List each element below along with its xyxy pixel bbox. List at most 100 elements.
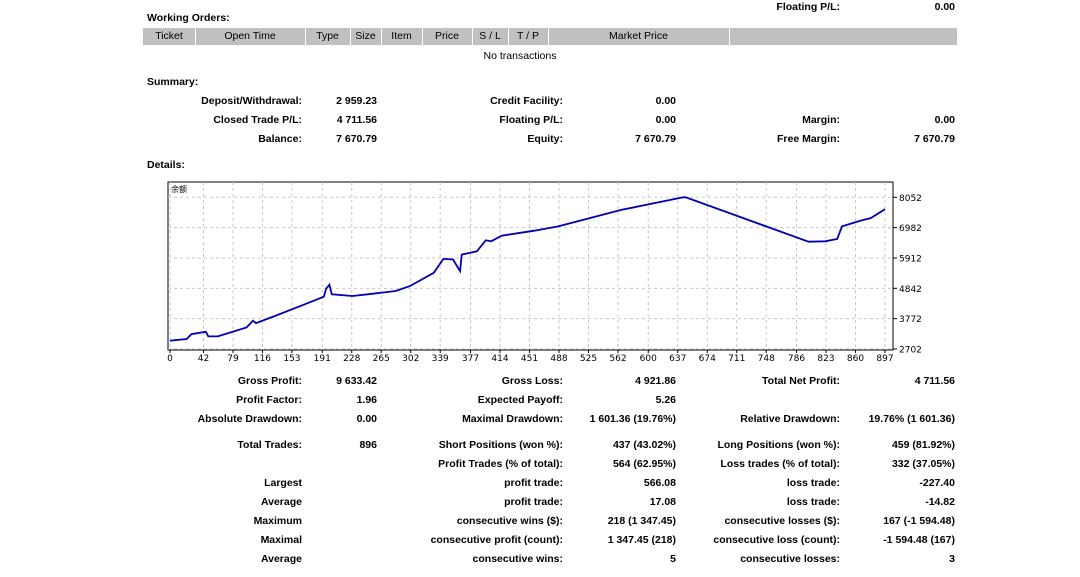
y-tick-label: 8052 <box>899 194 922 204</box>
details-label: Average <box>260 496 302 508</box>
summary-value: 4 711.56 <box>336 114 377 126</box>
x-tick-label: 191 <box>314 354 331 364</box>
details-label: Short Positions (won %): <box>438 439 563 451</box>
y-tick-label: 6982 <box>899 224 922 234</box>
summary-label: Equity: <box>527 133 563 145</box>
details-value: 218 (1 347.45) <box>607 515 676 527</box>
plot-area <box>167 181 894 351</box>
x-tick-label: 860 <box>847 354 864 364</box>
x-tick-label: 414 <box>491 354 508 364</box>
details-label: Total Trades: <box>237 439 302 451</box>
x-tick-label: 228 <box>343 354 360 364</box>
x-tick-label: 0 <box>167 354 173 364</box>
x-tick-label: 116 <box>254 354 271 364</box>
details-label: consecutive profit (count): <box>430 534 563 546</box>
summary-label: Margin: <box>802 114 840 126</box>
details-label: Profit Trades (% of total): <box>438 458 563 470</box>
details-label: consecutive losses: <box>740 553 840 565</box>
details-value: 0.00 <box>356 413 377 425</box>
working-orders-header: Ticket Open Time Type Size Item Price S … <box>143 28 957 45</box>
x-tick-label: 674 <box>699 354 716 364</box>
details-value: 17.08 <box>649 496 676 508</box>
col-ticket: Ticket <box>143 28 196 45</box>
details-label: Maximum <box>253 515 302 527</box>
details-value: 896 <box>359 439 377 451</box>
summary-value: 7 670.79 <box>914 133 955 145</box>
col-open-time: Open Time <box>195 28 306 45</box>
y-tick-label: 2702 <box>899 346 922 356</box>
details-label: Expected Payoff: <box>477 394 563 406</box>
details-value: 566.08 <box>643 477 676 489</box>
details-value: 1.96 <box>356 394 377 406</box>
x-tick-label: 488 <box>550 354 567 364</box>
details-value: 9 633.42 <box>336 375 377 387</box>
details-value: 19.76% (1 601.36) <box>868 413 955 425</box>
x-tick-label: 377 <box>462 354 479 364</box>
y-tick-label: 3772 <box>899 315 922 325</box>
x-tick-label: 637 <box>669 354 686 364</box>
x-tick-label: 339 <box>432 354 449 364</box>
details-value: 5.26 <box>655 394 676 406</box>
details-label: Profit Factor: <box>236 394 302 406</box>
details-value: 1 347.45 (218) <box>607 534 676 546</box>
x-tick-label: 600 <box>640 354 657 364</box>
details-value: 1 601.36 (19.76%) <box>589 413 676 425</box>
col-size: Size <box>350 28 382 45</box>
working-orders-title: Working Orders: <box>147 12 230 24</box>
details-value: 4 711.56 <box>914 375 955 387</box>
details-value: 332 (37.05%) <box>891 458 955 470</box>
x-tick-label: 42 <box>198 354 209 364</box>
x-tick-label: 302 <box>402 354 419 364</box>
col-sl: S / L <box>472 28 509 45</box>
details-label: profit trade: <box>504 477 563 489</box>
chart-title: 余额 <box>171 184 187 194</box>
details-value: 3 <box>949 553 955 565</box>
floating-pl-label-partial: Floating P/L: <box>776 1 840 13</box>
details-label: consecutive wins: <box>472 553 563 565</box>
summary-label: Credit Facility: <box>490 95 563 107</box>
details-title: Details: <box>147 159 185 171</box>
details-value: 167 (-1 594.48) <box>883 515 955 527</box>
col-tp: T / P <box>508 28 549 45</box>
summary-label: Free Margin: <box>776 133 840 145</box>
summary-value: 0.00 <box>655 114 676 126</box>
summary-title: Summary: <box>147 76 199 88</box>
x-tick-label: 711 <box>728 354 745 364</box>
y-tick-label: 4842 <box>899 285 922 295</box>
details-label: consecutive wins ($): <box>456 515 563 527</box>
x-tick-label: 897 <box>876 354 893 364</box>
x-tick-label: 525 <box>580 354 597 364</box>
x-tick-label: 562 <box>609 354 626 364</box>
col-type: Type <box>305 28 351 45</box>
x-tick-label: 748 <box>758 354 775 364</box>
details-label: loss trade: <box>786 496 840 508</box>
x-tick-label: 265 <box>373 354 390 364</box>
x-tick-label: 153 <box>283 354 300 364</box>
x-tick-label: 79 <box>227 354 239 364</box>
summary-label: Deposit/Withdrawal: <box>201 95 302 107</box>
y-tick-label: 5912 <box>899 254 922 264</box>
details-label: consecutive loss (count): <box>713 534 840 546</box>
details-value: 5 <box>670 553 676 565</box>
details-label: Maximal Drawdown: <box>462 413 563 425</box>
summary-value: 0.00 <box>655 95 676 107</box>
x-tick-label: 823 <box>817 354 834 364</box>
details-label: Total Net Profit: <box>762 375 840 387</box>
details-label: Relative Drawdown: <box>740 413 840 425</box>
details-value: -14.82 <box>925 496 955 508</box>
details-label: Gross Loss: <box>501 375 563 387</box>
details-label: Maximal <box>260 534 302 546</box>
details-value: -227.40 <box>919 477 955 489</box>
details-value: 4 921.86 <box>635 375 676 387</box>
balance-line <box>169 196 886 342</box>
floating-pl-value-partial: 0.00 <box>934 1 955 13</box>
x-tick-label: 786 <box>788 354 805 364</box>
details-label: Average <box>260 553 302 565</box>
details-value: 437 (43.02%) <box>612 439 676 451</box>
summary-value: 7 670.79 <box>635 133 676 145</box>
details-value: 564 (62.95%) <box>612 458 676 470</box>
details-label: Largest <box>264 477 302 489</box>
details-label: Loss trades (% of total): <box>720 458 840 470</box>
details-value: -1 594.48 (167) <box>883 534 955 546</box>
summary-label: Floating P/L: <box>499 114 563 126</box>
